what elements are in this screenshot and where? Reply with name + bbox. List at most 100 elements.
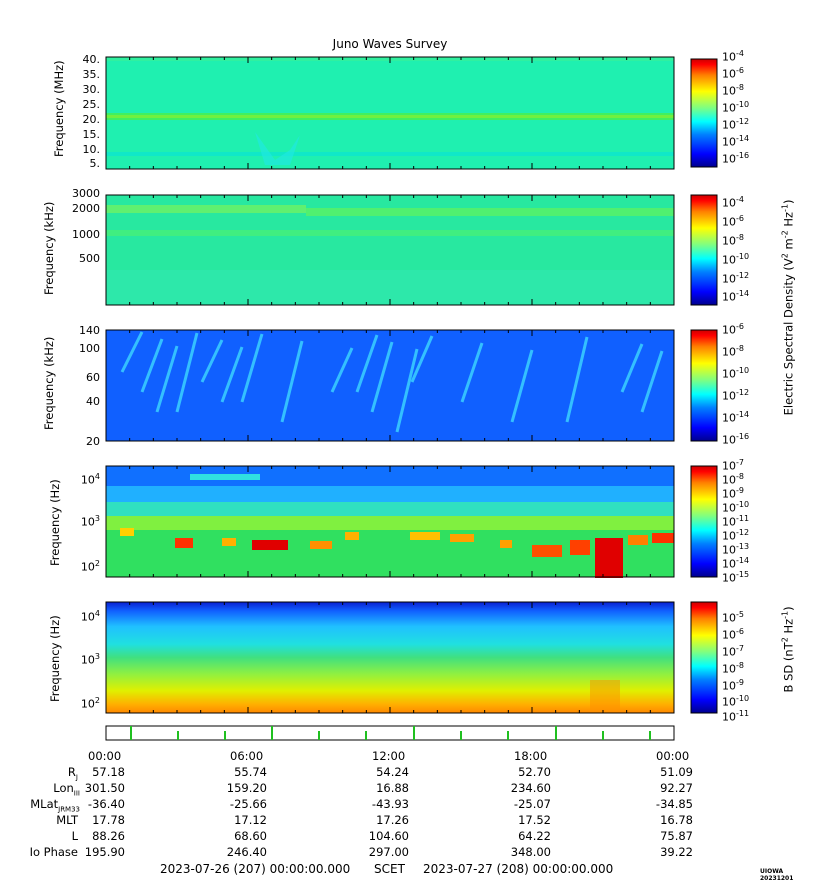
emission-blob: [450, 534, 474, 542]
cb-tick: 10-4: [722, 49, 744, 64]
ytick: 2000: [72, 202, 100, 215]
emission-blob: [652, 533, 674, 543]
ephemeris-value: 159.20: [226, 781, 267, 795]
ephemeris-value: 92.27: [660, 781, 693, 795]
electric-colorbar-label: Electric Spectral Density (V2 m-2 Hz-1): [780, 199, 796, 416]
cb-tick: 10-8: [722, 83, 744, 98]
panel-4-spectrogram: [105, 465, 675, 578]
ytick: 102: [80, 559, 100, 574]
cb-tick: 10-11: [722, 514, 750, 529]
ephemeris-label: MLatJRM33: [30, 797, 80, 814]
cb-tick: 10-12: [722, 271, 750, 286]
ephemeris-value: 195.90: [84, 845, 125, 859]
cb-tick: 10-6: [722, 627, 744, 642]
time-label: 12:00: [372, 749, 406, 763]
ytick: 102: [80, 696, 100, 711]
end-time: 2023-07-27 (208) 00:00:00.000: [423, 862, 614, 876]
ytick: 15.: [82, 128, 101, 141]
emission-streak: [395, 348, 419, 433]
panel-2-ylabel: Frequency (kHz): [42, 201, 56, 295]
ephemeris-label: Io Phase: [29, 845, 78, 859]
emission-streak: [370, 341, 394, 413]
ephemeris-value: 55.74: [234, 765, 267, 779]
cb-tick: 10-11: [722, 709, 750, 724]
ytick: 20.: [82, 113, 101, 126]
panel-3-spectrogram: [105, 329, 675, 442]
panel-2-spectrogram: [105, 194, 675, 306]
cb-tick: 10-10: [722, 500, 750, 515]
emission-streak: [510, 349, 534, 423]
ephemeris-label: RJ: [67, 765, 78, 782]
ytick: 30.: [82, 83, 101, 96]
ytick: 100: [79, 342, 100, 355]
cb-tick: 10-7: [722, 458, 744, 473]
ytick: 40.: [82, 53, 101, 66]
emission-streak: [175, 332, 199, 413]
cb-tick: 10-5: [722, 610, 744, 625]
cb-tick: 10-9: [722, 486, 744, 501]
ytick: 60: [86, 371, 100, 384]
cb-tick: 10-12: [722, 117, 750, 132]
ephemeris-value: 16.78: [660, 813, 693, 827]
emission-blob: [345, 532, 359, 540]
ephemeris-value: -34.85: [655, 797, 693, 811]
cb-tick: 10-10: [722, 366, 750, 381]
cb-tick: 10-7: [722, 644, 744, 659]
emission-streak: [155, 345, 179, 413]
ephemeris-value: 39.22: [660, 845, 693, 859]
ephemeris-value: 54.24: [376, 765, 409, 779]
ytick: 1000: [72, 228, 100, 241]
emission-streak: [200, 339, 224, 383]
emission-streak: [220, 346, 244, 403]
emission-streak: [640, 350, 664, 413]
ephemeris-value: 17.26: [376, 813, 409, 827]
ytick: 35.: [82, 68, 101, 81]
cb-tick: 10-14: [722, 134, 750, 149]
ephemeris-label: MLT: [56, 813, 78, 827]
ephemeris-value: 301.50: [84, 781, 125, 795]
ephemeris-value: 17.52: [518, 813, 551, 827]
cb-tick: 10-4: [722, 195, 744, 210]
ytick: 500: [79, 252, 100, 265]
magnetic-colorbar-label: B SD (nT2 Hz-1): [780, 606, 796, 693]
ytick: 40: [86, 395, 100, 408]
panel-5-ylabel: Frequency (Hz): [48, 615, 62, 702]
ytick: 103: [80, 652, 100, 667]
ytick: 104: [80, 472, 100, 487]
emission-streak: [120, 331, 144, 373]
emission-blob: [120, 528, 134, 536]
cb-tick: 10-8: [722, 661, 744, 676]
colorbars: [690, 58, 718, 714]
emission-streak: [140, 338, 164, 393]
time-axis-strip: [105, 725, 675, 741]
ephemeris-value: 75.87: [660, 829, 693, 843]
ephemeris-value: 51.09: [660, 765, 693, 779]
emission-blob: [222, 538, 236, 546]
time-label: 00:00: [656, 749, 690, 763]
cb-tick: 10-14: [722, 410, 750, 425]
emission-streak: [410, 335, 434, 383]
time-label: 00:00: [88, 749, 122, 763]
emission-streak: [280, 340, 304, 423]
ytick: 103: [80, 514, 100, 529]
ytick: 20: [86, 435, 100, 448]
ephemeris-value: 88.26: [92, 829, 125, 843]
ephemeris-value: 348.00: [510, 845, 551, 859]
cb-tick: 10-14: [722, 556, 750, 571]
ephemeris-value: 104.60: [368, 829, 409, 843]
ytick: 25.: [82, 98, 101, 111]
ytick: 10.: [82, 143, 101, 156]
cb-tick: 10-13: [722, 542, 750, 557]
panel-5-spectrogram: [105, 601, 675, 714]
cb-tick: 10-12: [722, 388, 750, 403]
ephemeris-value: 68.60: [234, 829, 267, 843]
ephemeris-value: 52.70: [518, 765, 551, 779]
panel-1-ylabel: Frequency (MHz): [52, 60, 66, 157]
emission-blob: [532, 545, 562, 557]
cb-tick: 10-10: [722, 694, 750, 709]
ephemeris-value: 234.60: [510, 781, 551, 795]
start-time: 2023-07-26 (207) 00:00:00.000: [160, 862, 351, 876]
emission-blob: [570, 540, 590, 555]
time-label: 06:00: [230, 749, 264, 763]
